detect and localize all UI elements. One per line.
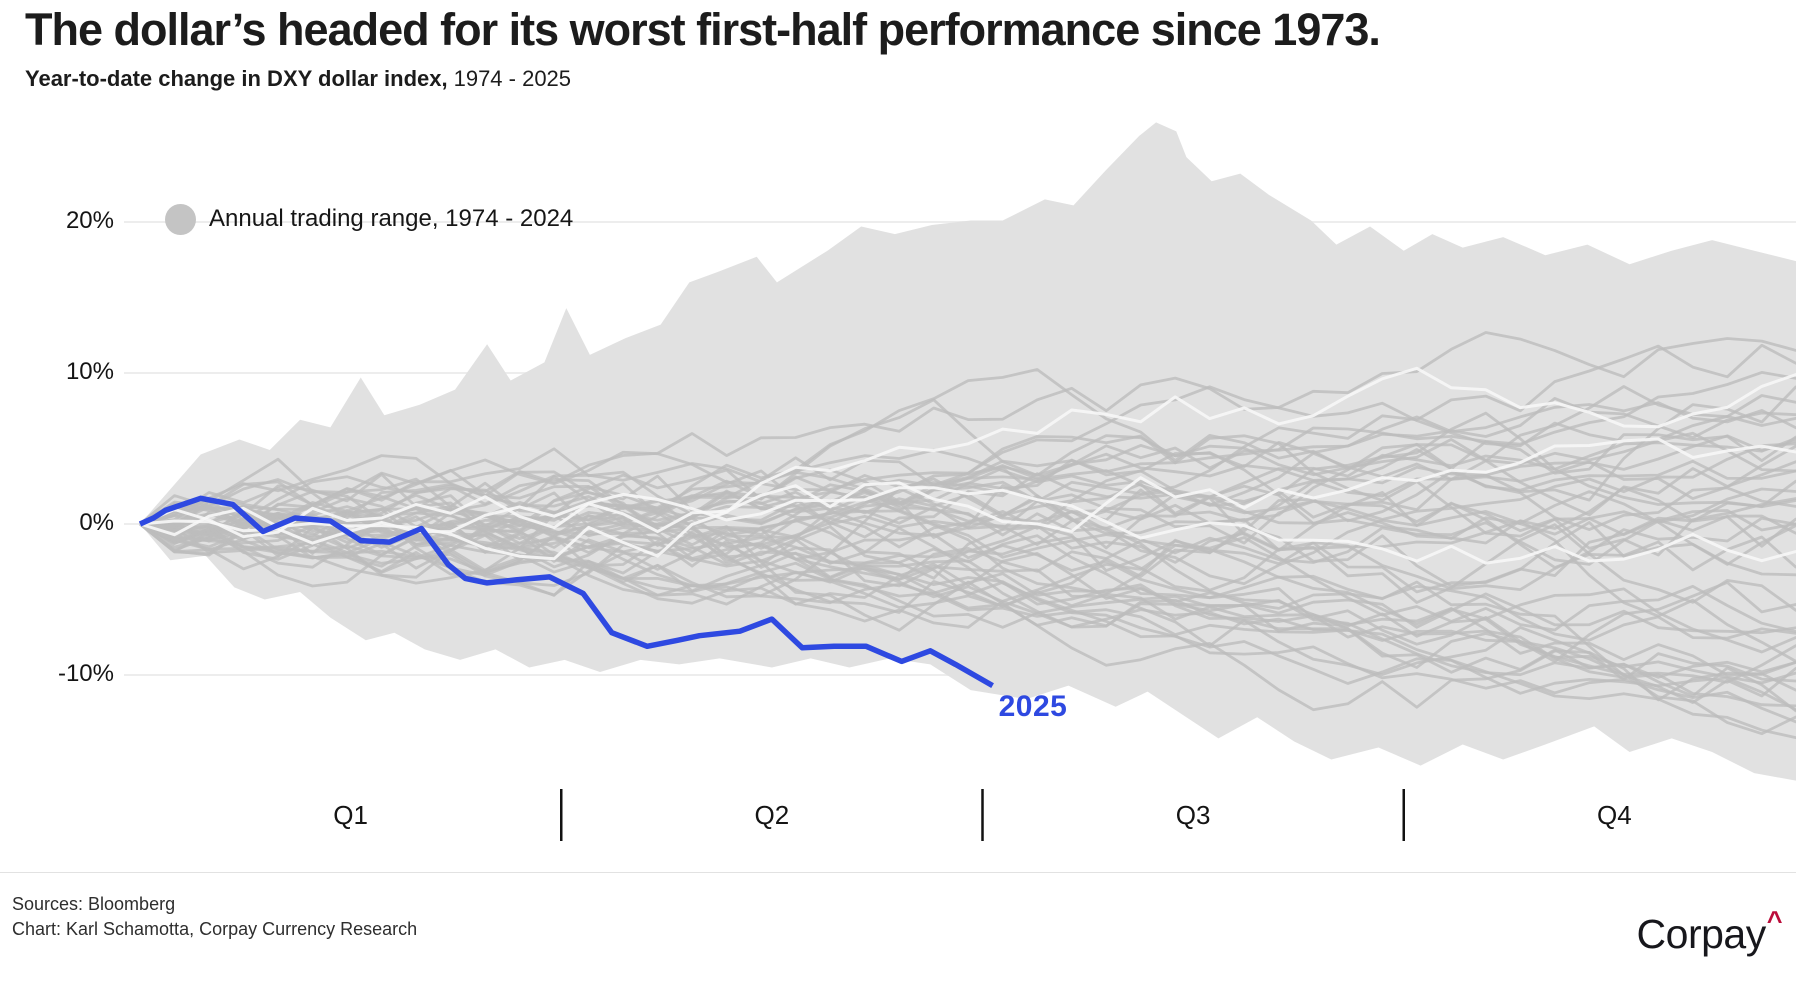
page: { "header": { "title": "The dollar\u2019… (0, 4, 1796, 957)
chart-canvas (124, 122, 1796, 841)
